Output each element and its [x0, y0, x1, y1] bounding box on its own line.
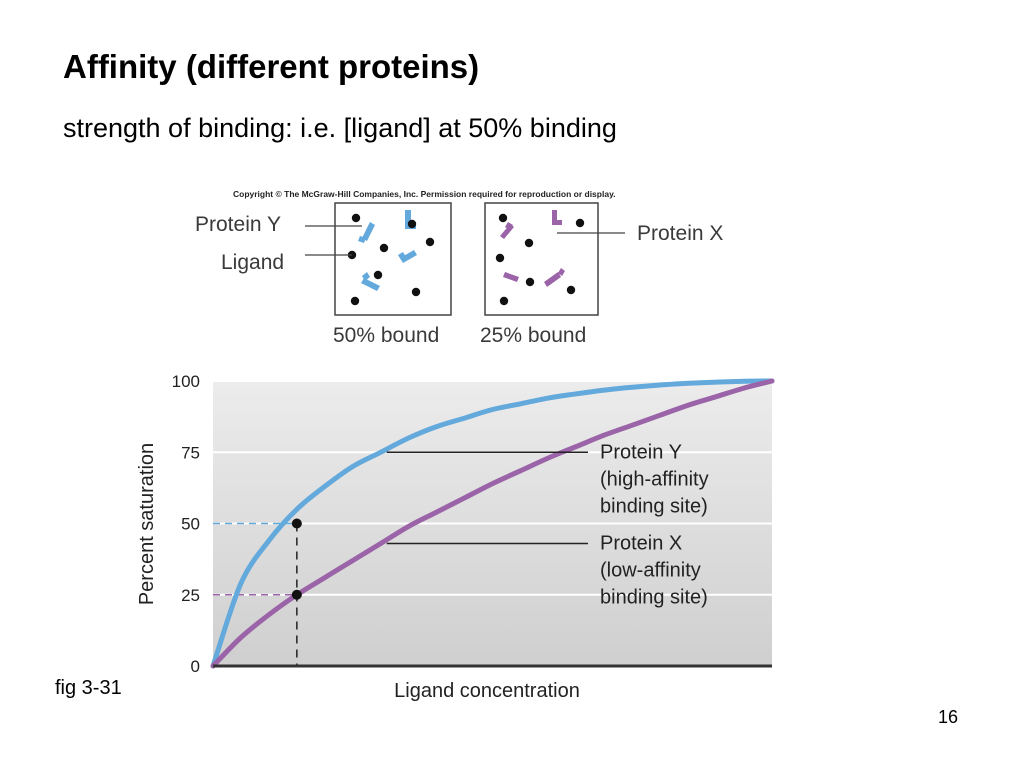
box-caption-50-bound: 50% bound [333, 324, 439, 347]
series-layer [210, 378, 775, 669]
annotation-layer: Protein Y (high-affinity binding site) Prot… [386, 441, 709, 608]
protein-y-annotation-line-1: Protein Y [600, 441, 682, 463]
protein-y-label: Protein Y [195, 213, 281, 236]
protein-y-annotation-line-3: binding site) [600, 495, 708, 517]
page-number: 16 [938, 707, 959, 727]
y-tick-label-50: 50 [181, 515, 200, 534]
slide-title: Affinity (different proteins) [63, 48, 480, 85]
protein-x-annotation-line-3: binding site) [600, 586, 708, 608]
y-axis-title: Percent saturation [136, 443, 158, 605]
y-tick-label-75: 75 [181, 443, 200, 462]
box-caption-25-bound: 25% bound [480, 324, 586, 347]
protein-x-box [484, 202, 599, 316]
protein-x-ligands [495, 213, 585, 306]
figure-caption: fig 3-31 [55, 677, 122, 699]
protein-x-binding-sites [500, 210, 565, 287]
protein-x-marker [291, 589, 302, 600]
y-tick-label-100: 100 [172, 372, 200, 391]
y-tick-labels: 0 25 50 75 100 [172, 372, 200, 676]
protein-y-marker [291, 518, 302, 529]
ligand-label: Ligand [221, 251, 284, 274]
y-tick-label-25: 25 [181, 586, 200, 605]
protein-y-annotation-line-2: (high-affinity [600, 468, 709, 490]
protein-y-curve [210, 378, 775, 669]
x-axis-title: Ligand concentration [394, 680, 580, 702]
y-tick-label-0: 0 [191, 657, 200, 676]
protein-x-label: Protein X [637, 222, 723, 245]
protein-x-annotation-line-1: Protein X [600, 532, 682, 554]
marker-layer [291, 518, 302, 600]
copyright-notice: Copyright © The McGraw-Hill Companies, I… [233, 189, 616, 199]
slide-subtitle: strength of binding: i.e. [ligand] at 50… [63, 113, 617, 143]
protein-x-curve [210, 378, 775, 669]
saturation-chart: Protein Y (high-affinity binding site) Prot… [136, 372, 775, 702]
protein-y-box [334, 202, 452, 316]
protein-x-annotation-line-2: (low-affinity [600, 559, 701, 581]
